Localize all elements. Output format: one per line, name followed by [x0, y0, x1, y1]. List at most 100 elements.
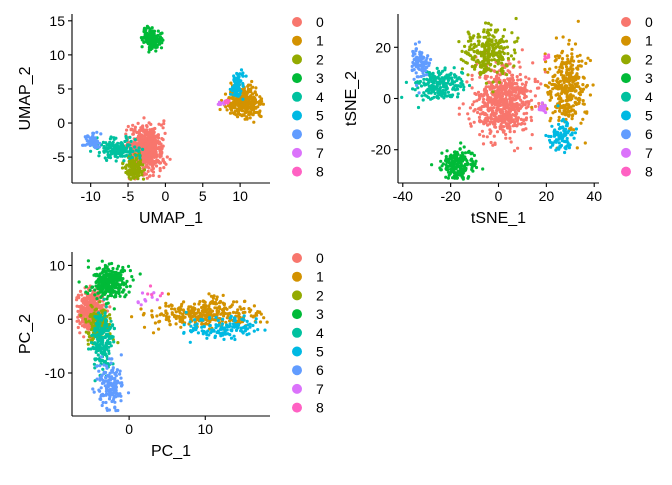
tsne-point	[579, 54, 582, 57]
pca-point	[234, 319, 237, 322]
tsne-point	[426, 54, 429, 57]
umap-x-axis-title: UMAP_1	[139, 210, 203, 227]
pca-point	[251, 324, 254, 327]
pca-point	[266, 321, 269, 324]
pca-point	[180, 318, 183, 321]
tsne-point	[571, 114, 574, 117]
tsne-point	[511, 113, 514, 116]
tsne-point	[489, 63, 492, 66]
tsne-point	[550, 83, 553, 86]
tsne-point	[561, 66, 564, 69]
tsne-point	[580, 65, 583, 68]
tsne-point	[563, 133, 566, 136]
umap-legend-swatch-0	[292, 17, 302, 27]
tsne-point	[581, 83, 584, 86]
tsne-point	[562, 112, 565, 115]
pca-point	[158, 306, 161, 309]
tsne-point	[553, 83, 556, 86]
tsne-point	[568, 146, 571, 149]
tsne-point	[563, 151, 566, 154]
pca-point	[98, 325, 101, 328]
tsne-point	[420, 75, 423, 78]
tsne-point	[519, 89, 522, 92]
pca-point	[150, 309, 153, 312]
pca-point	[80, 304, 83, 307]
pca-point	[103, 298, 106, 301]
tsne-point	[478, 97, 481, 100]
tsne-point	[484, 21, 487, 24]
tsne-point	[418, 68, 421, 71]
pca-point	[233, 338, 236, 341]
tsne-point	[503, 52, 506, 55]
tsne-point	[574, 89, 577, 92]
tsne-point	[465, 80, 468, 83]
tsne-point	[421, 64, 424, 67]
tsne-point	[561, 57, 564, 60]
umap-point	[157, 136, 160, 139]
tsne-point	[498, 92, 501, 95]
umap-point	[137, 122, 140, 125]
pca-point	[189, 341, 192, 344]
pca-point	[102, 372, 105, 375]
tsne-point	[486, 75, 489, 78]
tsne-point	[471, 56, 474, 59]
tsne-point	[411, 65, 414, 68]
tsne-point	[523, 96, 526, 99]
tsne-point	[471, 65, 474, 68]
tsne-point	[508, 125, 511, 128]
tsne-point	[464, 168, 467, 171]
tsne-point	[420, 94, 423, 97]
pca-point	[177, 307, 180, 310]
pca-point	[85, 300, 88, 303]
pca-point	[217, 323, 220, 326]
tsne-point	[584, 141, 587, 144]
umap-point	[233, 106, 236, 109]
pca-point	[218, 301, 221, 304]
umap-point	[162, 119, 165, 122]
umap-legend-swatch-2	[292, 54, 302, 64]
tsne-point	[461, 151, 464, 154]
pca-point	[244, 327, 247, 330]
tsne-point	[456, 95, 459, 98]
tsne-point	[478, 40, 481, 43]
tsne-point	[577, 20, 580, 23]
umap-legend-swatch-8	[292, 167, 302, 177]
tsne-point	[566, 124, 569, 127]
pca-point	[116, 267, 119, 270]
tsne-point	[586, 57, 589, 60]
tsne-point	[496, 130, 499, 133]
pca-point	[171, 313, 174, 316]
umap-y-tick-label: 5	[57, 81, 65, 97]
umap-legend-label-7: 7	[316, 145, 324, 161]
tsne-point	[564, 120, 567, 123]
tsne-point	[522, 104, 525, 107]
tsne-point	[490, 115, 493, 118]
tsne-legend-label-3: 3	[645, 70, 653, 86]
tsne-point	[497, 76, 500, 79]
tsne-point	[471, 74, 474, 77]
tsne-point	[571, 84, 574, 87]
pca-point	[128, 291, 131, 294]
umap-point	[254, 106, 257, 109]
pca-point	[200, 318, 203, 321]
umap-point	[231, 89, 234, 92]
tsne-point	[436, 95, 439, 98]
tsne-point	[414, 49, 417, 52]
pca-point	[217, 319, 220, 322]
tsne-point	[471, 78, 474, 81]
tsne-point	[564, 147, 567, 150]
tsne-point	[568, 39, 571, 42]
umap-point	[164, 163, 167, 166]
umap-point	[242, 94, 245, 97]
tsne-point	[419, 80, 422, 83]
umap-point	[154, 49, 157, 52]
pca-point	[235, 300, 238, 303]
tsne-point	[466, 162, 469, 165]
umap-point	[133, 145, 136, 148]
tsne-point	[578, 97, 581, 100]
umap-point	[246, 102, 249, 105]
tsne-point	[451, 88, 454, 91]
tsne-point	[481, 167, 484, 170]
tsne-point	[479, 65, 482, 68]
